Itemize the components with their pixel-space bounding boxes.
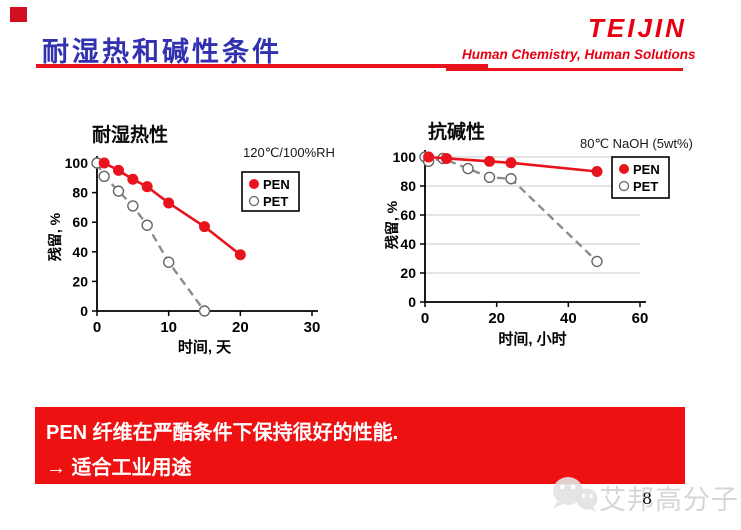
chart-condition-annotation: 80℃ NaOH (5wt%) (580, 136, 693, 151)
y-tick-label: 20 (72, 273, 88, 289)
alkali-resistance-chart: 抗碱性 80℃ NaOH (5wt%) 残留, % 0 20 40 60 0 20 40 60… (360, 112, 738, 362)
data-point-PET (198, 305, 211, 317)
data-point-PET (162, 256, 175, 268)
legend-label-PEN: PEN (263, 177, 290, 192)
y-tick-label: 80 (400, 178, 416, 194)
y-tick-label: 60 (400, 207, 416, 223)
data-point-PEN (113, 164, 124, 176)
chart-title: 耐湿热性 (92, 125, 169, 146)
legend-label-PEN: PEN (633, 162, 660, 177)
data-point-PEN (484, 155, 495, 167)
x-tick-label: 0 (93, 319, 101, 336)
data-point-PEN (591, 166, 603, 177)
legend-label-PET: PET (633, 179, 658, 194)
data-point-PET (483, 171, 496, 184)
conclusion-banner: PEN 纤维在严酷条件下保持很好的性能. → 适合工业用途 (35, 407, 685, 484)
logo-tagline: Human Chemistry, Human Solutions (462, 47, 696, 62)
conclusion-text: PEN 纤维在严酷条件下保持很好的性能. (46, 422, 399, 444)
legend-label-PET: PET (263, 194, 288, 209)
title-underline (36, 64, 488, 68)
x-tick-label: 20 (232, 319, 249, 336)
data-point-PET (141, 219, 153, 231)
legend-marker-PEN (619, 164, 629, 174)
data-point-PEN (199, 221, 210, 233)
y-tick-label: 0 (80, 303, 88, 319)
y-tick-label: 40 (72, 244, 88, 260)
x-tick-label: 30 (304, 319, 321, 336)
y-tick-label: 40 (400, 236, 416, 252)
watermark-text: 艾邦高分子 (599, 485, 739, 515)
legend-marker-PEN (249, 179, 259, 189)
series-line-PET (424, 156, 598, 263)
y-tick-label: 60 (72, 214, 88, 230)
chart-condition-annotation: 120℃/100%RH (243, 145, 335, 160)
x-tick-label: 0 (421, 310, 429, 327)
logo-underline (446, 68, 683, 71)
legend-box (611, 156, 670, 199)
data-point-PEN (98, 157, 110, 169)
humid-heat-plot: 0 10 20 30 0 20 40 60 80 100 PEN PET (65, 155, 321, 336)
data-point-PEN (423, 151, 435, 163)
data-point-PET (98, 170, 110, 183)
x-tick-label: 60 (632, 310, 649, 327)
chat-face-icon (553, 477, 598, 512)
data-point-PEN (141, 181, 153, 193)
x-tick-label: 10 (160, 319, 177, 336)
page-title: 耐湿热和碱性条件 (42, 37, 282, 67)
legend-marker-PET (248, 195, 260, 207)
page-number: 8 (642, 489, 653, 508)
x-tick-label: 20 (488, 310, 505, 327)
data-point-PEN (163, 197, 175, 209)
legend-marker-PET (618, 180, 630, 192)
x-tick-label: 40 (560, 310, 577, 327)
data-point-PEN (127, 173, 139, 185)
x-axis-label: 时间, 小时 (498, 331, 567, 348)
series-line-PEN (103, 161, 242, 256)
data-point-PET (112, 185, 125, 197)
data-point-PEN (234, 249, 246, 261)
data-point-PET (127, 200, 139, 212)
y-tick-label: 20 (400, 265, 416, 281)
data-point-PET (591, 255, 603, 268)
teijin-logo: TEIJIN (588, 13, 687, 43)
data-point-PEN (441, 152, 452, 164)
y-tick-label: 80 (72, 185, 88, 201)
corner-accent-square (10, 7, 27, 22)
humid-heat-chart: 耐湿热性 120℃/100%RH 残留, % 0 10 20 30 0 20 40 60 80 1… (30, 112, 365, 362)
y-tick-label: 100 (65, 155, 89, 171)
y-tick-label: 0 (408, 294, 416, 310)
data-point-PET (462, 162, 474, 175)
data-point-PET (505, 173, 517, 185)
y-tick-label: 100 (393, 149, 417, 165)
data-point-PEN (505, 157, 517, 169)
chart-title: 抗碱性 (428, 122, 486, 143)
x-axis-label: 时间, 天 (177, 339, 232, 356)
alkali-resistance-plot: 0 20 40 60 0 20 40 60 80 100 PEN PET (393, 149, 670, 327)
conclusion-arrow-text: → 适合工业用途 (46, 457, 192, 479)
